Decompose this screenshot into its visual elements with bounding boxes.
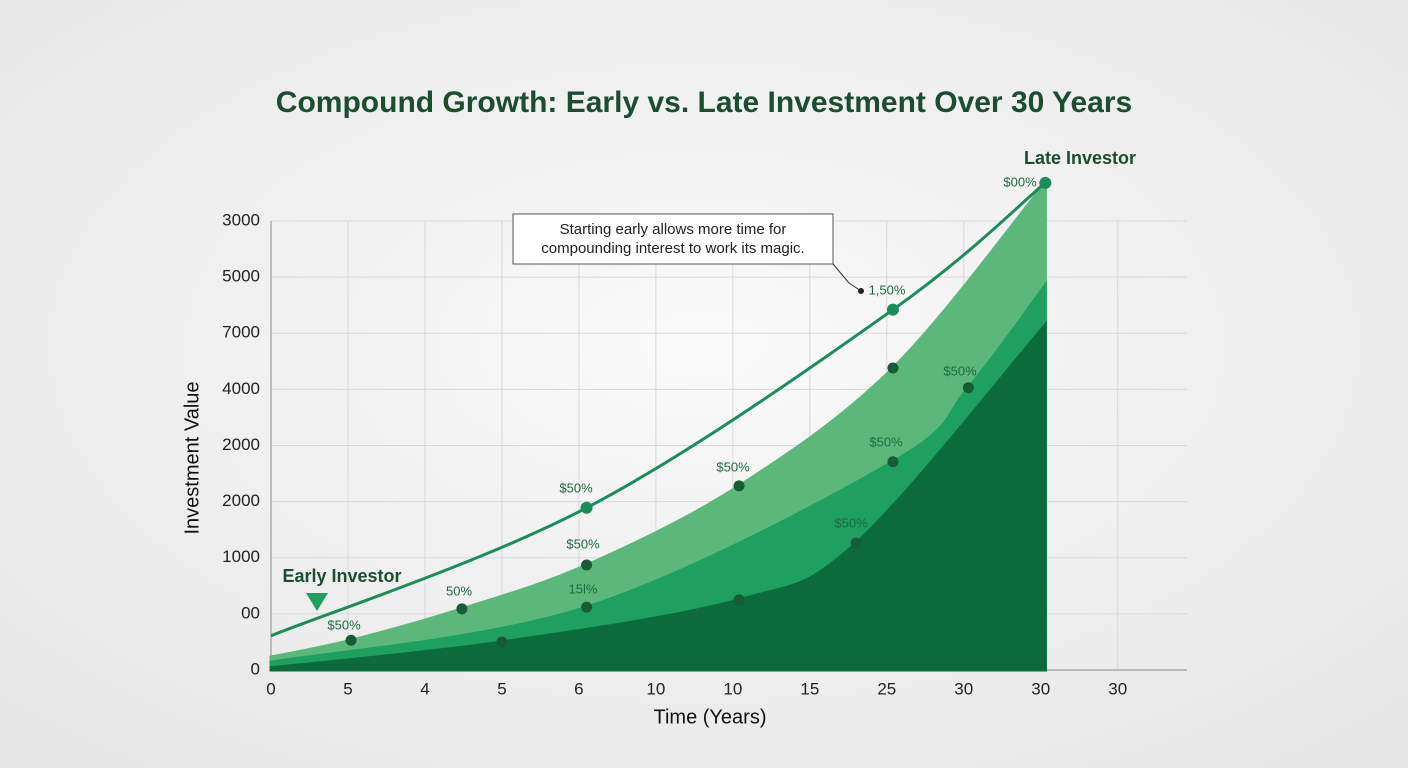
annotation: $50% [566,536,600,551]
x-tick-label: 30 [954,679,973,698]
callout-text: Starting early allows more time for [560,221,787,238]
y-tick-label: 4000 [222,379,260,398]
x-tick-label: 30 [1108,679,1127,698]
annotation: $50% [869,434,903,449]
annotation: $50% [943,363,977,378]
x-tick-label: 10 [646,679,665,698]
line [270,181,1047,638]
point [733,480,745,492]
x-tick-label: 10 [723,679,742,698]
callout-leader [832,263,862,292]
annotation: $50% [716,459,750,474]
point [886,303,899,316]
point [581,559,593,571]
point [1039,176,1052,189]
callout-text: compounding interest to work its magic. [541,240,804,257]
point [962,382,974,394]
x-tick-label: 0 [266,679,275,698]
y-tick-label: 5000 [222,267,260,286]
y-tick-label: 2000 [222,491,260,510]
point [345,634,357,646]
x-tick-label: 30 [1031,679,1050,698]
marker-icon [306,593,328,611]
annotation: $50% [559,480,593,495]
y-tick-label: 1000 [222,547,260,566]
x-tick-label: 5 [497,679,506,698]
chart-title: Compound Growth: Early vs. Late Investme… [276,86,1132,119]
point [496,636,508,648]
annotation: 1,50% [869,282,906,297]
point [733,594,745,606]
point [580,501,593,514]
point [887,362,899,374]
series-label: Late Investor [1024,148,1136,168]
y-axis-label: Investment Value [181,381,203,534]
y-tick-label: 3000 [222,210,260,229]
y-tick-label: 2000 [222,435,260,454]
point [581,601,593,613]
callout-dot [858,288,864,294]
point [887,456,899,468]
y-tick-label: 0 [251,659,260,678]
x-axis-label: Time (Years) [654,706,767,728]
x-tick-label: 4 [420,679,429,698]
x-tick-label: 15 [800,679,819,698]
point [850,537,862,549]
y-tick-label: 00 [241,603,260,622]
x-tick-label: 6 [574,679,583,698]
y-tick-label: 7000 [222,323,260,342]
annotation: $50% [834,515,868,530]
annotation: $50% [327,617,361,632]
callout-box [512,213,834,265]
point [456,603,468,615]
x-tick-label: 5 [343,679,352,698]
series-label: Early Investor [282,566,401,586]
annotation: 15l% [569,581,598,596]
x-tick-label: 25 [877,679,896,698]
annotation: 50% [446,583,472,598]
annotation: $00% [1003,174,1037,189]
